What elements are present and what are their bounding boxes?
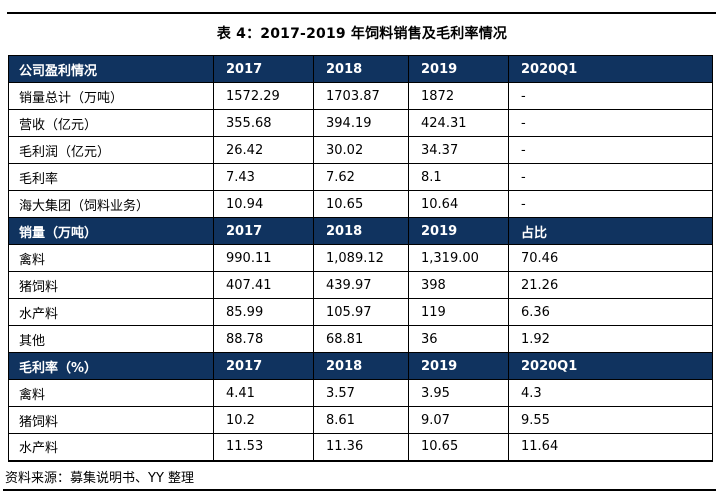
data-cell: 30.02 [313, 136, 409, 164]
section-header-cell: 占比 [508, 217, 713, 245]
data-cell: 105.97 [313, 298, 409, 326]
data-cell: 398 [408, 271, 509, 299]
data-cell: 8.1 [408, 163, 509, 191]
data-cell: 10.65 [408, 433, 509, 461]
top-divider [7, 12, 716, 14]
feed-sales-table: 公司盈利情况 2017 2018 2019 2020Q1 销量总计（万吨） 1572.29 1… [8, 55, 713, 462]
data-cell: 禽料 [8, 379, 214, 407]
data-cell: 1572.29 [213, 82, 314, 110]
data-cell: 11.53 [213, 433, 314, 461]
data-cell: 10.94 [213, 190, 314, 218]
data-cell: 禽料 [8, 244, 214, 272]
data-cell: 其他 [8, 325, 214, 353]
data-cell: 34.37 [408, 136, 509, 164]
data-cell: 7.43 [213, 163, 314, 191]
data-cell: 394.19 [313, 109, 409, 137]
data-cell: 毛利率 [8, 163, 214, 191]
section-header-row: 公司盈利情况 2017 2018 2019 2020Q1 [8, 55, 713, 83]
data-cell: 4.3 [508, 379, 713, 407]
data-cell: 营收（亿元） [8, 109, 214, 137]
data-cell: 70.46 [508, 244, 713, 272]
data-cell: 8.61 [313, 406, 409, 434]
section-header-cell: 2017 [213, 55, 314, 83]
table-row: 海大集团（饲料业务） 10.94 10.65 10.64- [8, 190, 713, 218]
section-header-cell: 公司盈利情况 [8, 55, 214, 83]
data-cell: 355.68 [213, 109, 314, 137]
source-note: 资料来源：募集说明书、YY 整理 [5, 471, 195, 486]
data-cell: 10.65 [313, 190, 409, 218]
data-cell: 990.11 [213, 244, 314, 272]
table-row: 禽料 4.41 3.57 3.95 4.3 [8, 379, 713, 407]
table-row: 水产料 11.53 11.36 10.65 11.64 [8, 433, 713, 461]
table-row: 禽料 990.11 1,089.12 1,319.00 70.46 [8, 244, 713, 272]
data-cell: 水产料 [8, 433, 214, 461]
section-header-cell: 2020Q1 [508, 352, 713, 380]
section-header-cell: 2017 [213, 352, 314, 380]
data-cell: 439.97 [313, 271, 409, 299]
section-header-cell: 2019 [408, 352, 509, 380]
data-cell: 1,319.00 [408, 244, 509, 272]
section-header-cell: 销量（万吨） [8, 217, 214, 245]
data-cell: 10.2 [213, 406, 314, 434]
data-cell: 4.41 [213, 379, 314, 407]
table-row: 猪饲料 10.2 8.61 9.07 9.55 [8, 406, 713, 434]
data-cell: 36 [408, 325, 509, 353]
section-header-cell: 2018 [313, 55, 409, 83]
data-cell: 21.26 [508, 271, 713, 299]
data-cell: 1,089.12 [313, 244, 409, 272]
section-header-cell: 2019 [408, 217, 509, 245]
data-cell: 销量总计（万吨） [8, 82, 214, 110]
table-row: 毛利率 7.43 7.62 8.1- [8, 163, 713, 191]
data-cell: 85.99 [213, 298, 314, 326]
table-row: 毛利润（亿元） 26.42 30.02 34.37- [8, 136, 713, 164]
data-cell: 毛利润（亿元） [8, 136, 214, 164]
data-cell: - [508, 163, 713, 191]
section-header-cell: 2017 [213, 217, 314, 245]
data-cell: 119 [408, 298, 509, 326]
feed-sales-table-grid: 公司盈利情况 2017 2018 2019 2020Q1 销量总计（万吨） 1572.29 1… [8, 55, 713, 462]
feed-table-body: 公司盈利情况 2017 2018 2019 2020Q1 销量总计（万吨） 1572.29 1… [8, 55, 713, 461]
data-cell: - [508, 82, 713, 110]
section-header-row: 毛利率（%） 2017 2018 2019 2020Q1 [8, 352, 713, 380]
data-cell: 9.55 [508, 406, 713, 434]
data-cell: 9.07 [408, 406, 509, 434]
data-cell: - [508, 190, 713, 218]
data-cell: 3.57 [313, 379, 409, 407]
data-cell: 猪饲料 [8, 271, 214, 299]
section-header-cell: 2019 [408, 55, 509, 83]
data-cell: 3.95 [408, 379, 509, 407]
data-cell: 猪饲料 [8, 406, 214, 434]
data-cell: - [508, 109, 713, 137]
data-cell: 海大集团（饲料业务） [8, 190, 214, 218]
table-title: 表 4：2017-2019 年饲料销售及毛利率情况 [216, 26, 508, 42]
data-cell: 424.31 [408, 109, 509, 137]
data-cell: 26.42 [213, 136, 314, 164]
data-cell: 88.78 [213, 325, 314, 353]
data-cell: 10.64 [408, 190, 509, 218]
section-header-cell: 2020Q1 [508, 55, 713, 83]
data-cell: 7.62 [313, 163, 409, 191]
section-header-cell: 2018 [313, 352, 409, 380]
table-row: 营收（亿元） 355.68 394.19 424.31- [8, 109, 713, 137]
table-row: 猪饲料 407.41 439.97 398 21.26 [8, 271, 713, 299]
section-header-row: 销量（万吨） 2017 2018 2019 占比 [8, 217, 713, 245]
data-cell: 水产料 [8, 298, 214, 326]
table-row: 销量总计（万吨） 1572.29 1703.87 1872- [8, 82, 713, 110]
data-cell: 68.81 [313, 325, 409, 353]
data-cell: 11.36 [313, 433, 409, 461]
table-row: 其他 88.78 68.81 36 1.92 [8, 325, 713, 353]
data-cell: - [508, 136, 713, 164]
bottom-divider [3, 489, 716, 491]
data-cell: 11.64 [508, 433, 713, 461]
data-cell: 1703.87 [313, 82, 409, 110]
data-cell: 407.41 [213, 271, 314, 299]
data-cell: 1.92 [508, 325, 713, 353]
table-row: 水产料 85.99 105.97 119 6.36 [8, 298, 713, 326]
section-header-cell: 毛利率（%） [8, 352, 214, 380]
data-cell: 6.36 [508, 298, 713, 326]
section-header-cell: 2018 [313, 217, 409, 245]
data-cell: 1872 [408, 82, 509, 110]
